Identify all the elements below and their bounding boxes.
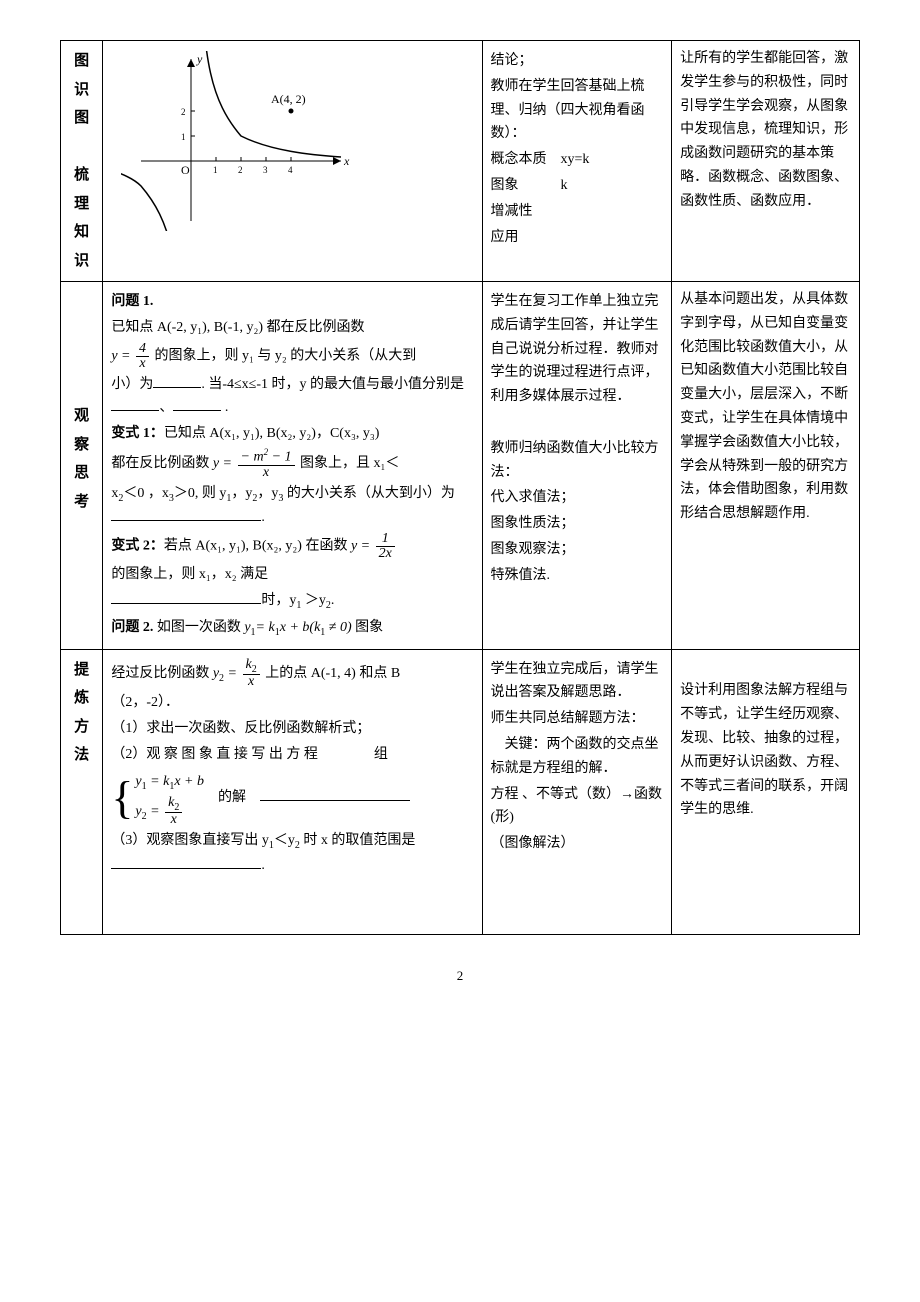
problem-2-title: 问题 2. [111,620,153,635]
table-row: 观察思考 问题 1. 已知点 A(-2, y₁), B(-1, y₂) 都在反比… [61,282,860,650]
text: 图象 k [491,174,664,198]
text: （1）求出一次函数、反比例函数解析式； [111,717,473,741]
text: （3）观察图象直接写出 y1＜y2 时 x 的取值范围是. [111,829,473,878]
text: （2）观 察 图 象 直 接 写 出 方 程 组 [111,743,473,767]
fraction: k2 x [243,658,260,690]
blank [111,589,261,604]
svg-text:O: O [181,163,190,177]
text: 学生在复习工作单上独立完成后请学生回答，并让学生自己说说分析过程．教师对学生的说… [491,290,664,409]
cell-problems-2: 经过反比例函数 y2 = k2 x 上的点 A(-1, 4) 和点 B （2，-… [103,649,482,934]
text: 让所有的学生都能回答，激发学生参与的积极性，同时引导学生学会观察，从图象中发现信… [680,51,848,209]
svg-text:x: x [343,154,350,168]
lesson-plan-table: 图识图梳理知识 x y O 1 2 3 [60,40,860,935]
section-heading-1: 图识图梳理知识 [61,41,103,282]
page-number: 2 [60,965,860,987]
text: 教师归纳函数值大小比较方法： [491,437,664,485]
svg-text:4: 4 [288,165,293,175]
svg-text:1: 1 [213,165,218,175]
section-heading-3: 提炼方法 [61,649,103,934]
fraction: − m2 − 1 x [238,448,295,480]
text: 关键：两个函数的交点坐标就是方程组的解． [491,733,664,781]
text: 设计利用图象法解方程组与不等式，让学生经历观察、发现、比较、抽象的过程，从而更好… [680,683,848,817]
text: 已知点 A(-2, y₁), B(-1, y₂) 都在反比例函数 [111,316,473,340]
table-row: 提炼方法 经过反比例函数 y2 = k2 x 上的点 A(-1, 4) 和点 B… [61,649,860,934]
table-row: 图识图梳理知识 x y O 1 2 3 [61,41,860,282]
text: 概念本质 xy=k [491,148,664,172]
section-heading-2: 观察思考 [61,282,103,650]
cell-problems-1: 问题 1. 已知点 A(-2, y₁), B(-1, y₂) 都在反比例函数 y… [103,282,482,650]
svg-text:3: 3 [263,165,268,175]
text: 应用 [491,226,664,250]
cell-teacher-activity-2: 学生在复习工作单上独立完成后请学生回答，并让学生自己说说分析过程．教师对学生的说… [482,282,672,650]
svg-text:A(4, 2): A(4, 2) [271,92,306,106]
cell-design-intent-1: 让所有的学生都能回答，激发学生参与的积极性，同时引导学生学会观察，从图象中发现信… [672,41,860,282]
fraction: 4 x [136,342,149,371]
text: （图像解法） [491,832,664,856]
cell-design-intent-3: 设计利用图象法解方程组与不等式，让学生经历观察、发现、比较、抽象的过程，从而更好… [672,649,860,934]
svg-text:2: 2 [181,107,186,117]
text: 的图象上，则 x₁，x₂ 满足 [111,563,473,587]
text: 经过反比例函数 y2 = k2 x 上的点 A(-1, 4) 和点 B [111,658,473,690]
svg-text:y: y [196,52,203,66]
text: 从基本问题出发，从具体数字到字母，从已知自变量变化范围比较函数值大小，从已知函数… [680,292,848,521]
svg-text:2: 2 [238,165,243,175]
text: 师生共同总结解题方法： [491,707,664,731]
blank [111,854,261,869]
inverse-proportion-graph: x y O 1 2 3 4 1 2 [121,51,351,231]
text: 教师在学生回答基础上梳理、归纳（四大视角看函数）： [491,75,664,146]
text: 学生在独立完成后，请学生说出答案及解题思路． [491,658,664,706]
fraction: 1 2x [376,532,395,561]
variant-2-label: 变式 2： [111,539,164,554]
cell-graph: x y O 1 2 3 4 1 2 [103,41,482,282]
text: 图象观察法； [491,538,664,562]
blank [173,396,221,411]
blank [111,396,159,411]
cell-teacher-activity-1: 结论； 教师在学生回答基础上梳理、归纳（四大视角看函数）： 概念本质 xy=k … [482,41,672,282]
text: 问题 2. 如图一次函数 y1= k1x + b(k1 ≠ 0) 图象 [111,616,473,641]
svg-text:1: 1 [181,132,186,142]
text: 特殊值法. [491,564,664,588]
blank [153,373,201,388]
blank [260,786,410,801]
text: （2，-2）． [111,691,473,715]
text: y = 4 x 的图象上，则 y₁ 与 y₂ 的大小关系（从大到 [111,342,473,371]
page: 图识图梳理知识 x y O 1 2 3 [60,40,860,987]
text: 图象性质法； [491,512,664,536]
text: 变式 2：若点 A(x₁, y₁), B(x₂, y₂) 在函数 y = 1 2… [111,532,473,561]
text: 小）为. 当-4≤x≤-1 时，y 的最大值与最小值分别是、 . [111,373,473,421]
variant-1-label: 变式 1： [111,426,164,441]
text: 都在反比例函数 y = − m2 − 1 x 图象上，且 x₁＜ [111,448,473,480]
text: 变式 1：已知点 A(x₁, y₁), B(x₂, y₂)，C(x₃, y₃) [111,422,473,446]
equation-system: { y1 = k1x + b y2 = k2x 的解 [111,769,473,828]
text: 代入求值法； [491,486,664,510]
text: 时，y1 ＞y2. [111,589,473,614]
cell-design-intent-2: 从基本问题出发，从具体数字到字母，从已知自变量变化范围比较函数值大小，从已知函数… [672,282,860,650]
text: 方程 、不等式（数）→函数(形) [491,783,664,831]
cell-teacher-activity-3: 学生在独立完成后，请学生说出答案及解题思路． 师生共同总结解题方法： 关键：两个… [482,649,672,934]
problem-1-title: 问题 1. [111,294,153,309]
text: x2＜0 ，x3＞0, 则 y1，y2，y3 的大小关系（从大到小）为. [111,482,473,531]
blank [111,506,261,521]
text: 增减性 [491,200,664,224]
text: 结论； [491,49,664,73]
